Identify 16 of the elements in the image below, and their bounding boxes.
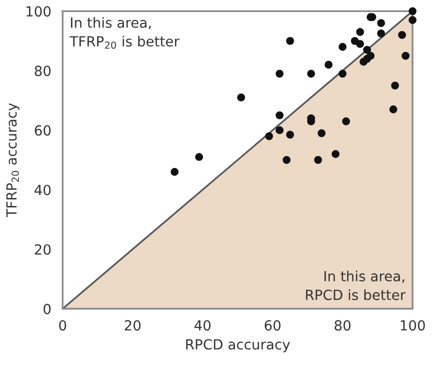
y-axis-title: TFRP$_{20}$ accuracy xyxy=(6,103,20,218)
x-axis-title: RPCD accuracy xyxy=(186,339,290,352)
x-tick-label: 80 xyxy=(334,320,350,331)
x-tick-label: 40 xyxy=(194,320,211,331)
annotation: In this area, RPCD is better xyxy=(306,270,406,300)
x-tick-label: 60 xyxy=(264,320,281,331)
y-tick-label: 80 xyxy=(34,66,51,76)
x-tick-label: 0 xyxy=(59,320,66,331)
y-tick-label: 100 xyxy=(26,6,51,17)
y-tick-label: 20 xyxy=(34,244,51,255)
x-tick-label: 20 xyxy=(124,320,141,331)
x-tick-label: 100 xyxy=(400,320,425,331)
annotation: In this area, TFRP$_{20}$ is better xyxy=(70,17,180,49)
y-tick-label: 60 xyxy=(34,125,51,136)
y-tick-label: 0 xyxy=(44,304,51,314)
y-tick-label: 40 xyxy=(34,184,51,196)
